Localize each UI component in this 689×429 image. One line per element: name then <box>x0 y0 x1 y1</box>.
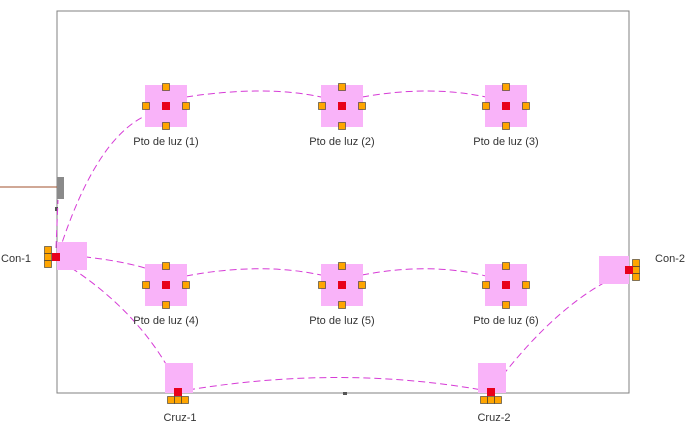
handle-left[interactable] <box>482 281 490 289</box>
switch-handle[interactable] <box>480 396 488 404</box>
handle-right[interactable] <box>522 102 530 110</box>
light-label: Pto de luz (2) <box>309 136 374 148</box>
handle-top[interactable] <box>162 262 170 270</box>
switch-cruz2[interactable]: Cruz-2 <box>477 363 511 424</box>
wire-l5-l6[interactable] <box>361 268 487 277</box>
switch-handle[interactable] <box>494 396 502 404</box>
light-point[interactable]: Pto de luz (5) <box>309 262 375 328</box>
light-points: Pto de luz (1) Pto de luz (2) Pto de luz (… <box>133 83 539 328</box>
light-point[interactable]: Pto de luz (4) <box>133 262 199 328</box>
light-label: Pto de luz (3) <box>473 136 538 148</box>
handle-left[interactable] <box>318 281 326 289</box>
handle-top[interactable] <box>162 83 170 91</box>
light-label: Pto de luz (4) <box>133 315 198 327</box>
switch-label: Cruz-2 <box>477 412 510 424</box>
light-point[interactable]: Pto de luz (1) <box>133 83 199 149</box>
wire-l4-l5[interactable] <box>185 268 322 277</box>
wire-l1-l2[interactable] <box>185 90 322 98</box>
switch-handle[interactable] <box>174 396 182 404</box>
handle-bottom[interactable] <box>502 122 510 130</box>
light-point[interactable]: Pto de luz (3) <box>473 83 539 149</box>
switch-center <box>174 388 182 396</box>
switch-con1[interactable]: Con-1 <box>1 242 87 270</box>
handle-left[interactable] <box>142 102 150 110</box>
light-label: Pto de luz (1) <box>133 136 198 148</box>
handle-right[interactable] <box>358 281 366 289</box>
switch-handle[interactable] <box>487 396 495 404</box>
switch-cruz1[interactable]: Cruz-1 <box>163 363 197 424</box>
panel-terminal <box>55 207 58 211</box>
handle-right[interactable] <box>182 281 190 289</box>
switch-highlight <box>57 242 87 270</box>
handle-right[interactable] <box>522 281 530 289</box>
handle-right[interactable] <box>358 102 366 110</box>
handle-bottom[interactable] <box>162 301 170 309</box>
handle-top[interactable] <box>338 262 346 270</box>
handle-bottom[interactable] <box>502 301 510 309</box>
wire-l2-l3[interactable] <box>361 90 487 98</box>
handle-left[interactable] <box>142 281 150 289</box>
switch-label: Con-1 <box>1 253 31 265</box>
handle-top[interactable] <box>502 83 510 91</box>
light-center <box>162 102 170 110</box>
switch-handle[interactable] <box>44 260 52 268</box>
switch-highlight <box>599 256 629 284</box>
switch-handle[interactable] <box>632 266 640 274</box>
light-center <box>338 281 346 289</box>
switch-handle[interactable] <box>167 396 175 404</box>
switch-handle[interactable] <box>181 396 189 404</box>
handle-right[interactable] <box>182 102 190 110</box>
switch-label: Con-2 <box>655 253 685 265</box>
handle-top[interactable] <box>338 83 346 91</box>
room-outline <box>56 10 630 394</box>
distribution-panel[interactable] <box>57 177 64 199</box>
light-center <box>502 281 510 289</box>
handle-left[interactable] <box>318 102 326 110</box>
switch-label: Cruz-1 <box>163 412 196 424</box>
light-point[interactable]: Pto de luz (2) <box>309 83 375 149</box>
wire-con1-panel[interactable] <box>55 199 59 249</box>
light-point[interactable]: Pto de luz (6) <box>473 262 539 328</box>
switches: Con-1 Con-2 Cruz-1 Cruz-2 <box>1 242 685 424</box>
light-label: Pto de luz (6) <box>473 315 538 327</box>
handle-bottom[interactable] <box>338 122 346 130</box>
switch-con2[interactable]: Con-2 <box>599 253 685 284</box>
light-center <box>338 102 346 110</box>
handle-bottom[interactable] <box>162 122 170 130</box>
switch-center <box>52 253 60 261</box>
wires <box>55 90 625 391</box>
light-center <box>162 281 170 289</box>
handle-top[interactable] <box>502 262 510 270</box>
light-center <box>502 102 510 110</box>
switch-center <box>487 388 495 396</box>
handle-left[interactable] <box>482 102 490 110</box>
handle-bottom[interactable] <box>338 301 346 309</box>
bottom-wall-marker <box>343 392 347 395</box>
switch-handle[interactable] <box>632 259 640 267</box>
light-label: Pto de luz (5) <box>309 315 374 327</box>
switch-center <box>625 266 633 274</box>
switch-handle[interactable] <box>44 253 52 261</box>
switch-handle[interactable] <box>632 273 640 281</box>
switch-handle[interactable] <box>44 246 52 254</box>
wire-cruz1-cruz2[interactable] <box>187 377 483 391</box>
wire-con1-l1[interactable] <box>58 115 146 253</box>
wire-con1-l4[interactable] <box>61 254 146 269</box>
